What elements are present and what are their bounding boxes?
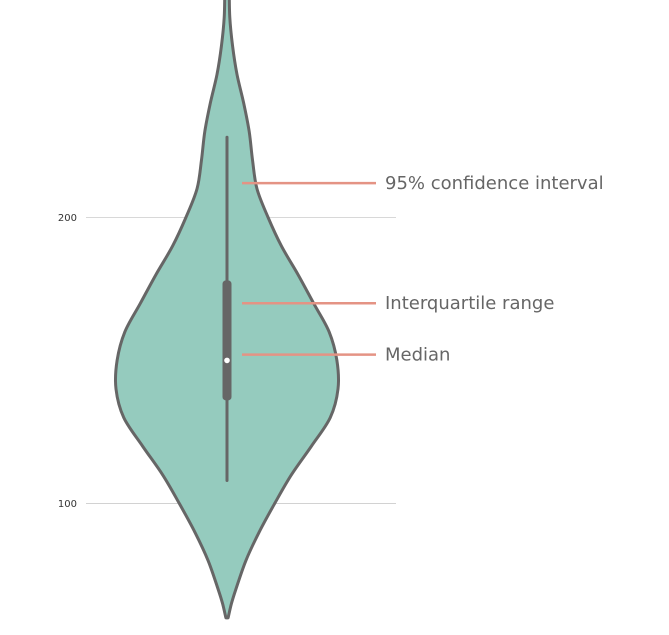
median-point bbox=[224, 357, 230, 364]
y-tick-label-200: 200 bbox=[58, 213, 77, 224]
iqr-box bbox=[222, 280, 232, 401]
inner-box-group bbox=[222, 135, 232, 483]
annotations: 95% confidence interval Interquartile ran… bbox=[242, 173, 604, 366]
annotation-label-ci: 95% confidence interval bbox=[385, 173, 604, 194]
y-tick-label-100: 100 bbox=[58, 499, 77, 510]
annotation-label-iqr: Interquartile range bbox=[385, 293, 554, 314]
annotation-label-median: Median bbox=[385, 345, 450, 366]
